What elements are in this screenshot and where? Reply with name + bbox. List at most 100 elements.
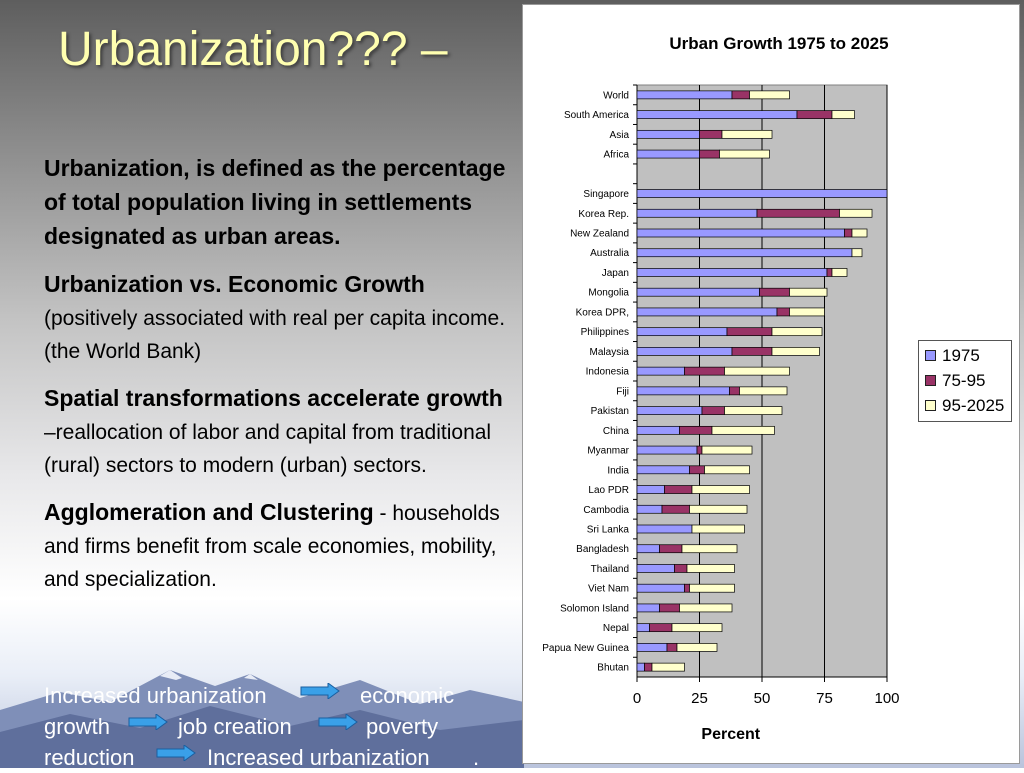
flow-text: growth: [44, 714, 111, 739]
category-label: Singapore: [583, 189, 629, 200]
right-arrow-icon: [318, 714, 358, 730]
paragraph-spatial: Spatial transformations accelerate growt…: [44, 382, 506, 482]
bar-segment: [636, 228, 845, 238]
legend-item: 75-95: [925, 368, 1011, 393]
bar-segment: [636, 149, 700, 159]
bar-segment: [636, 564, 675, 573]
flow-text: .: [473, 745, 480, 770]
bar-segment: [691, 485, 750, 494]
bar-segment: [721, 129, 773, 139]
bar-segment: [776, 307, 790, 317]
x-tick-label: 50: [754, 690, 771, 707]
x-tick-label: 100: [874, 690, 899, 707]
paragraph-detail: - households and firms benefit from scal…: [44, 502, 500, 591]
bar-segment: [831, 268, 848, 277]
urban-growth-chart: Urban Growth 1975 to 2025 0 25 50 75 100 Perce…: [542, 34, 899, 743]
bar-segment: [719, 149, 770, 159]
bar-segment: [636, 662, 645, 672]
category-label: Korea DPR,: [576, 307, 629, 318]
bar-segment: [676, 643, 718, 652]
paragraph-agglomeration: Agglomeration and Clustering - household…: [44, 496, 506, 596]
bar-segment: [636, 287, 760, 297]
bar-segment: [679, 425, 713, 435]
bar-segment: [726, 327, 773, 337]
bar-segment: [851, 248, 863, 258]
bar-segment: [636, 248, 853, 258]
bar-segment: [636, 623, 650, 633]
bar-segment: [696, 445, 703, 455]
bar-segment: [644, 662, 653, 672]
bar-segment: [689, 465, 705, 475]
bar-segment: [701, 406, 725, 415]
paragraph-economic-growth: Urbanization vs. Economic Growth (positi…: [44, 268, 506, 368]
paragraph-heading: Spatial transformations accelerate growt…: [44, 385, 503, 411]
paragraph-heading: Urbanization, is defined as the percenta…: [44, 155, 506, 249]
category-label: Korea Rep.: [578, 209, 629, 220]
bar-segment: [636, 110, 798, 119]
right-arrow-icon: [156, 745, 196, 761]
category-label: Myanmar: [587, 446, 629, 457]
category-label: India: [607, 465, 629, 476]
bar-segment: [691, 524, 745, 534]
bar-segment: [636, 603, 660, 613]
bar-segment: [839, 208, 873, 218]
bar-segment: [699, 129, 723, 139]
legend-swatch-1975: [925, 350, 936, 362]
bar-segment: [636, 366, 685, 376]
x-axis-label: Percent: [701, 726, 760, 743]
x-tick-label: 25: [691, 690, 708, 707]
bar-segment: [724, 366, 790, 376]
bar-segment: [684, 366, 725, 376]
category-label: Philippines: [581, 327, 629, 338]
legend-label: 95-2025: [942, 396, 1005, 415]
bar-segment: [789, 307, 825, 317]
bar-segment: [686, 564, 735, 573]
bar-segment: [636, 643, 668, 652]
bar-segment: [659, 603, 680, 613]
flow-text: Increased urbanization: [44, 683, 267, 708]
category-label: Lao PDR: [588, 485, 629, 496]
bar-segment: [826, 268, 833, 277]
category-label: Papua New Guinea: [542, 643, 629, 654]
category-label: Bhutan: [597, 663, 629, 674]
bar-segment: [636, 307, 778, 317]
bar-segment: [636, 347, 733, 356]
bar-segment: [636, 445, 698, 455]
right-arrow-icon: [300, 683, 340, 699]
paragraph-heading: Agglomeration and Clustering: [44, 499, 374, 525]
category-label: Cambodia: [583, 505, 629, 516]
bar-segment: [636, 386, 730, 396]
bar-segment: [679, 603, 733, 613]
bar-segment: [796, 110, 833, 119]
bar-segment: [649, 623, 673, 633]
bar-segment: [701, 445, 753, 455]
category-label: New Zealand: [570, 229, 629, 240]
legend-label: 1975: [942, 346, 980, 365]
bar-segment: [636, 544, 660, 554]
mountain-decoration: [0, 670, 524, 768]
category-label: Indonesia: [586, 367, 630, 378]
flow-text: Increased urbanization: [207, 745, 430, 770]
chart-title: Urban Growth 1975 to 2025: [669, 34, 888, 53]
bar-segment: [844, 228, 853, 238]
x-tick-label: 0: [633, 690, 641, 707]
bar-segment: [636, 90, 733, 100]
right-arrow-icon: [128, 714, 168, 730]
body-text: Urbanization, is defined as the percenta…: [44, 152, 506, 610]
category-label: Mongolia: [588, 288, 629, 299]
bar-segment: [739, 386, 788, 396]
bar-segment: [831, 110, 855, 119]
bar-segment: [636, 268, 828, 277]
category-label: Australia: [590, 248, 629, 259]
category-label: South America: [564, 110, 629, 121]
bar-segment: [689, 504, 748, 514]
flow-text: reduction: [44, 745, 135, 770]
bar-segment: [756, 208, 840, 218]
category-label: Japan: [602, 268, 629, 279]
legend-item: 95-2025: [925, 393, 1011, 418]
bar-segment: [664, 485, 693, 494]
bar-segment: [636, 465, 690, 475]
category-label: China: [603, 426, 630, 437]
category-label: Sri Lanka: [587, 525, 630, 536]
paragraph-definition: Urbanization, is defined as the percenta…: [44, 152, 506, 254]
